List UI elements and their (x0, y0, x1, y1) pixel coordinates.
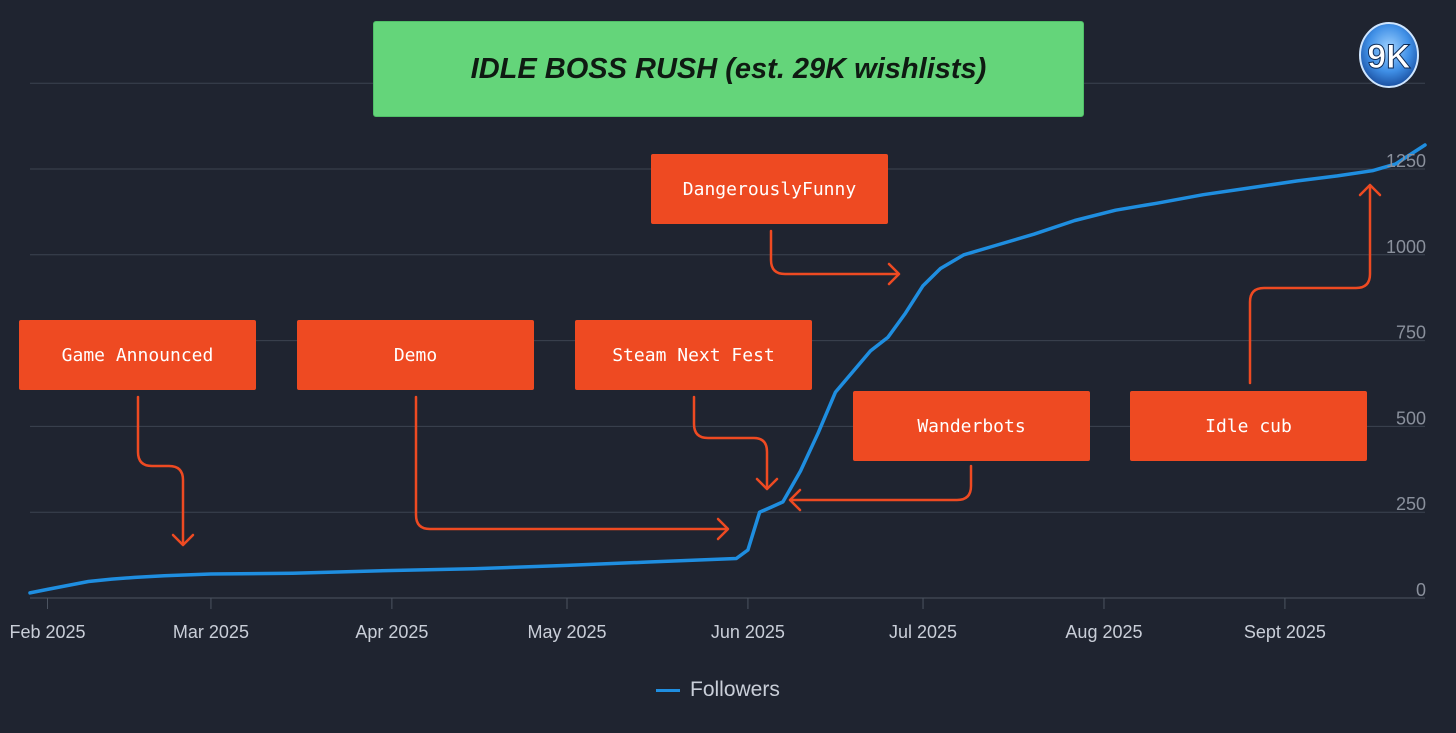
x-tick-label-1: Mar 2025 (173, 622, 249, 642)
arrow-idle-cub (1248, 185, 1372, 385)
arrow-wanderbots-head (788, 488, 802, 512)
y-tick-label-1000: 1000 (1386, 237, 1426, 257)
badge-text: 9K (1367, 38, 1411, 76)
arrow-game-announced-head (171, 533, 195, 547)
annotation-steam-next-fest: Steam Next Fest (575, 320, 812, 390)
annotation-arrows (136, 183, 1382, 547)
chart-legend[interactable]: Followers (656, 676, 780, 704)
annotation-demo: Demo (297, 320, 534, 390)
y-tick-label-0: 0 (1416, 580, 1426, 600)
arrow-wanderbots (790, 464, 973, 502)
legend-swatch-followers (656, 688, 680, 692)
annotation-dangerouslyfunny: DangerouslyFunny (651, 154, 888, 224)
arrow-demo-head (716, 517, 730, 541)
y-tick-label-1250: 1250 (1386, 151, 1426, 171)
legend-label-followers: Followers (690, 678, 780, 701)
annotation-wanderbots: Wanderbots (853, 391, 1090, 461)
arrow-game-announced (136, 395, 185, 546)
arrow-steam-next-fest (692, 395, 769, 490)
x-tick-label-4: Jun 2025 (711, 622, 785, 642)
x-tick-label-7: Sept 2025 (1244, 622, 1326, 642)
arrow-idle-cub-head (1358, 183, 1382, 197)
x-tick-label-6: Aug 2025 (1065, 622, 1142, 642)
arrow-demo (414, 395, 729, 531)
y-tick-label-750: 750 (1396, 323, 1426, 343)
chart-title: IDLE BOSS RUSH (est. 29K wishlists) (373, 21, 1084, 117)
arrow-dangerouslyfunny (769, 229, 900, 276)
arrow-dangerouslyfunny-head (887, 262, 901, 286)
y-tick-label-500: 500 (1396, 408, 1426, 428)
annotation-idle-cub: Idle cub (1130, 391, 1367, 461)
9k-logo-badge: 9K (1359, 22, 1419, 88)
axis-layer: 0 250 500 750 1000 1250 Feb 2025 Mar 2025 Apr 20… (9, 151, 1426, 642)
annotation-game-announced: Game Announced (19, 320, 256, 390)
arrow-steam-next-fest-head (755, 477, 779, 491)
series-line-followers (28, 143, 1427, 595)
x-tick-label-2: Apr 2025 (355, 622, 428, 642)
x-tick-label-0: Feb 2025 (9, 622, 85, 642)
x-tick-label-3: May 2025 (527, 622, 606, 642)
x-tick-label-5: Jul 2025 (889, 622, 957, 642)
series-layer (28, 143, 1427, 595)
y-tick-label-250: 250 (1396, 494, 1426, 514)
